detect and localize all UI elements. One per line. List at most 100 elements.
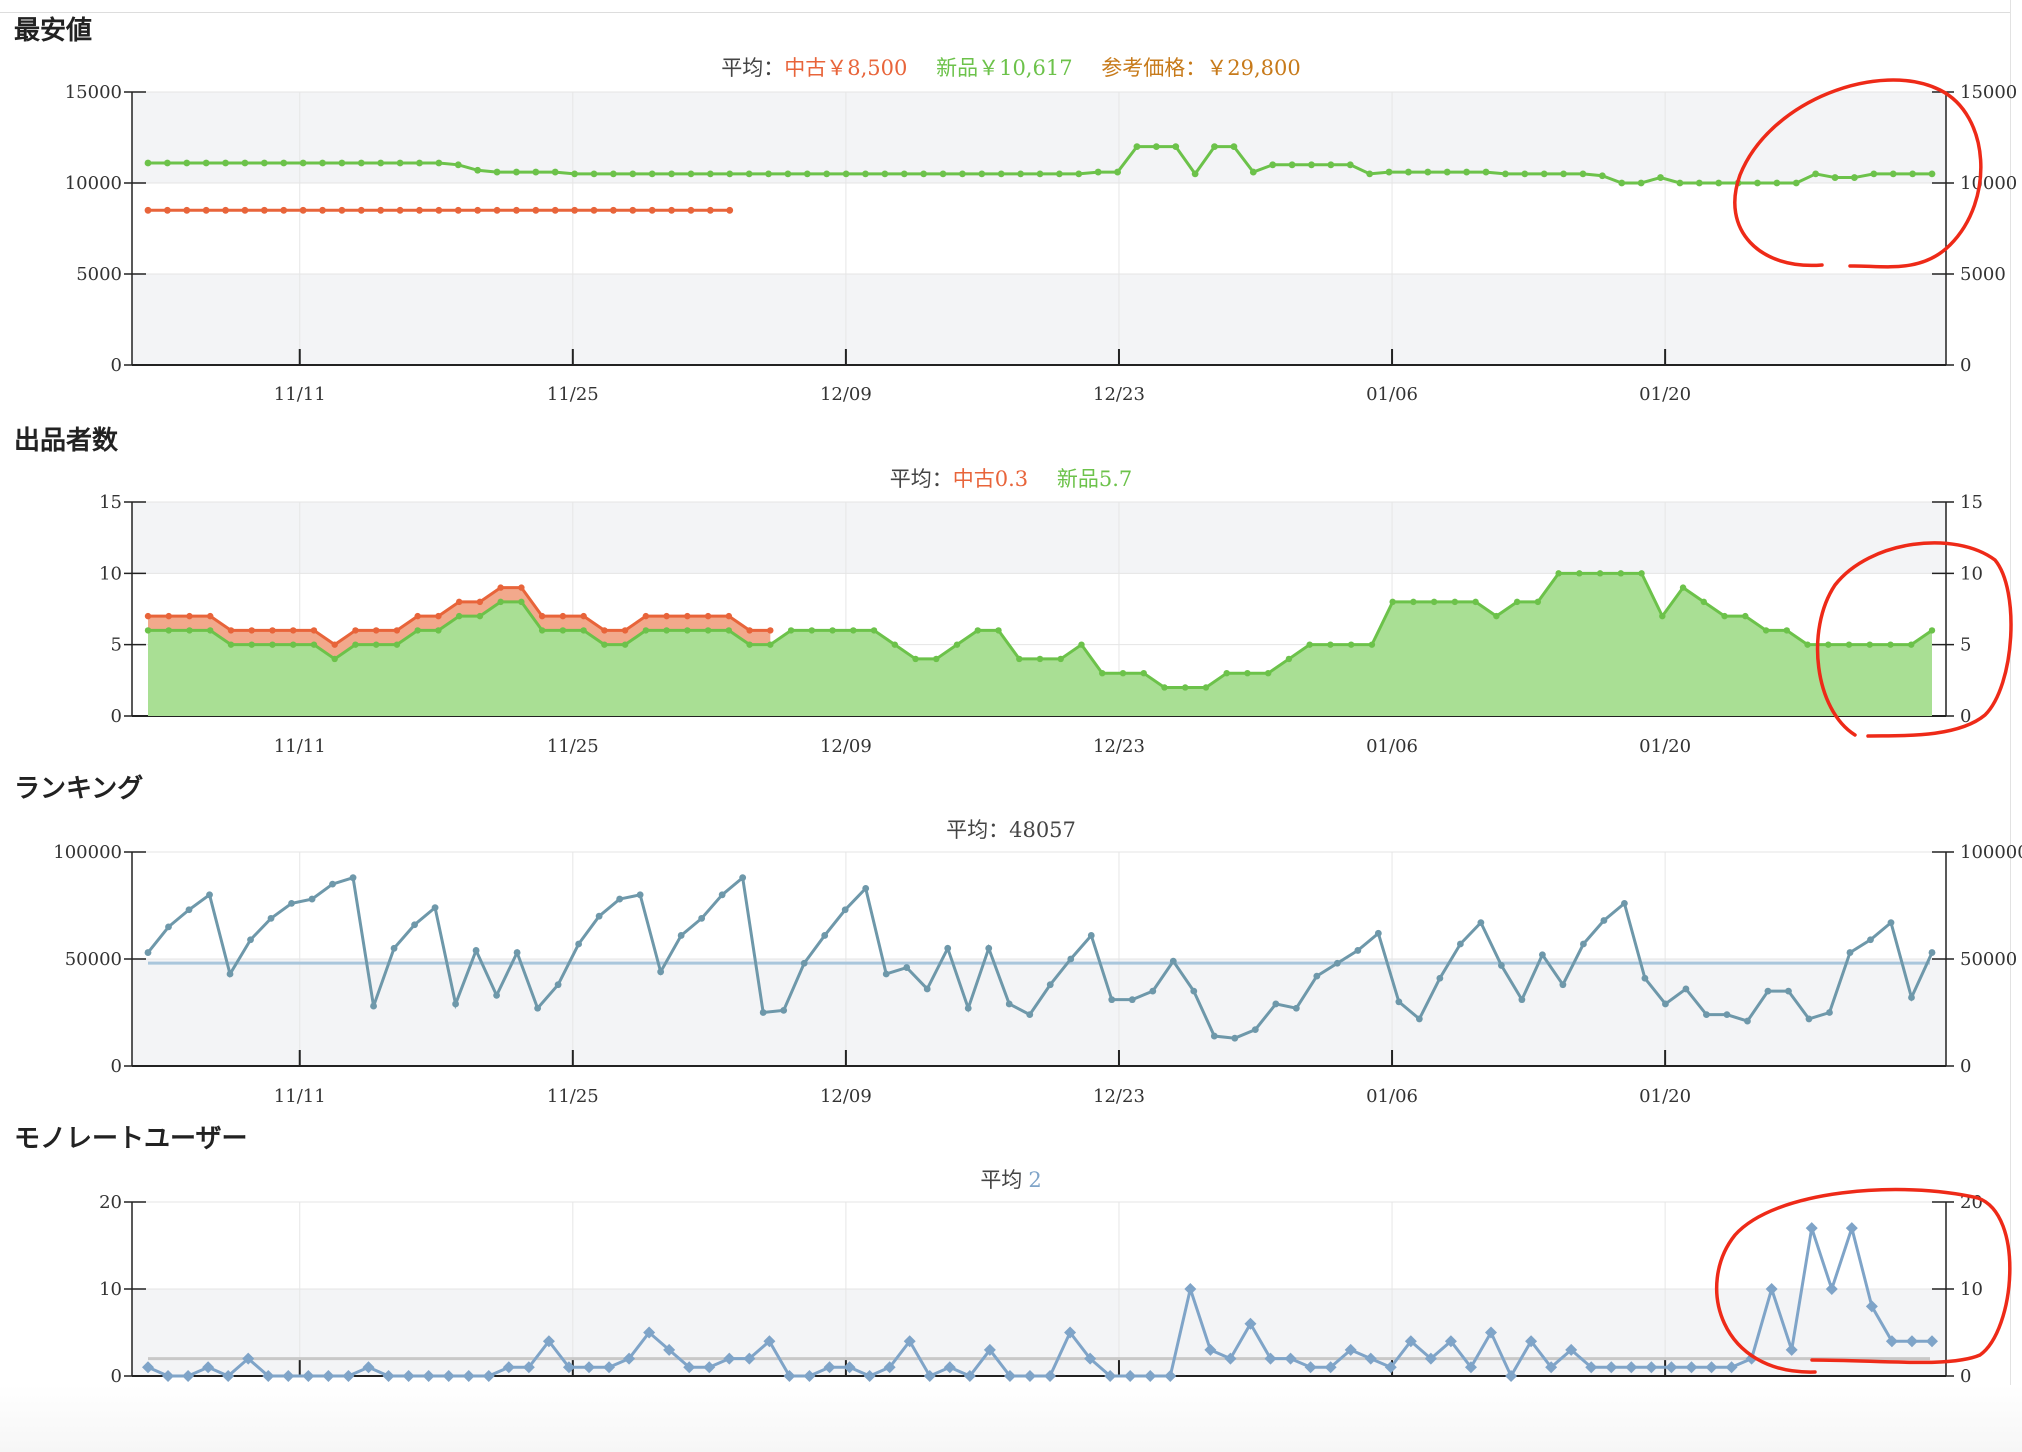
sellers-used-point xyxy=(248,627,255,634)
sellers-new-point xyxy=(1182,684,1189,691)
sellers-avg-new: 新品5.7 xyxy=(1056,467,1133,491)
users-point xyxy=(1485,1326,1498,1339)
sellers-new-point xyxy=(933,655,940,663)
users-point xyxy=(1204,1343,1217,1356)
sellers-new-point xyxy=(290,641,297,648)
sellers-new-point xyxy=(746,641,753,648)
users-point xyxy=(1605,1361,1618,1374)
price-point xyxy=(1851,174,1858,181)
price-point xyxy=(241,159,249,167)
price-point xyxy=(648,206,656,214)
sellers-new-point xyxy=(829,627,836,634)
ranking-point xyxy=(1764,987,1772,995)
ranking-ytick-label-right: 0 xyxy=(1960,1056,1971,1077)
price-ytick-label-right: 10000 xyxy=(1960,173,2017,194)
users-point xyxy=(943,1361,956,1374)
sellers-new-point xyxy=(1451,598,1459,606)
users-point xyxy=(1044,1370,1057,1382)
ranking-chart: 0 0 50000 50000 100000 100000 11/11 11/25 12/09 1… xyxy=(53,842,2022,1107)
price-point xyxy=(1249,168,1257,176)
ranking-point xyxy=(1087,932,1095,939)
sellers-ytick-label-left: 5 xyxy=(111,635,122,656)
sellers-used-point xyxy=(476,598,484,606)
right-divider xyxy=(2010,0,2011,1452)
price-ytick-label-left: 5000 xyxy=(76,264,122,285)
price-xtick-label: 12/23 xyxy=(1093,384,1145,405)
ranking-point xyxy=(985,944,993,952)
ranking-point xyxy=(411,921,418,929)
users-ytick-label-right: 10 xyxy=(1960,1279,1983,1300)
ranking-point xyxy=(1538,951,1546,959)
users-point xyxy=(1364,1352,1377,1365)
sellers-new-point xyxy=(1202,684,1210,691)
users-point xyxy=(783,1370,796,1382)
users-point xyxy=(843,1361,856,1374)
ranking-point xyxy=(1067,955,1075,963)
price-point xyxy=(1405,168,1412,176)
price-xtick-label: 01/06 xyxy=(1366,384,1418,405)
price-point xyxy=(1075,170,1083,178)
price-point xyxy=(939,170,947,178)
sellers-new-point xyxy=(1036,655,1044,663)
users-point xyxy=(763,1335,776,1348)
price-point xyxy=(629,170,637,178)
users-point xyxy=(923,1370,936,1382)
sellers-used-point xyxy=(746,627,753,634)
users-point xyxy=(1144,1370,1157,1382)
price-point xyxy=(454,206,462,214)
ranking-point xyxy=(1046,981,1054,989)
sellers-xtick-label: 01/06 xyxy=(1366,736,1418,757)
users-point xyxy=(963,1370,976,1382)
sellers-new-point xyxy=(165,627,172,634)
sellers-new-point xyxy=(704,627,712,634)
price-average-legend: 平均：中古￥8,500 新品￥10,617 参考価格：￥29,800 xyxy=(0,52,2022,82)
sellers-ytick-label-right: 5 xyxy=(1960,635,1971,656)
bottom-fade xyxy=(0,1385,2022,1452)
users-point xyxy=(1224,1352,1237,1365)
price-point xyxy=(163,206,171,214)
sellers-new-point xyxy=(995,627,1002,634)
users-point xyxy=(883,1361,896,1374)
price-point xyxy=(862,170,869,178)
sellers-ytick-label-right: 0 xyxy=(1960,706,1971,727)
sellers-new-point xyxy=(207,627,214,634)
sellers-new-point xyxy=(227,641,235,648)
sellers-new-point xyxy=(1555,570,1562,577)
sellers-band-0 xyxy=(132,502,1946,574)
price-ytick-label-left: 10000 xyxy=(65,173,122,194)
price-point xyxy=(1463,168,1471,176)
sellers-used-point xyxy=(642,612,650,620)
sellers-new-point xyxy=(1140,670,1147,677)
price-point xyxy=(1172,143,1180,150)
price-point xyxy=(959,170,966,178)
ranking-point xyxy=(308,895,316,903)
users-point xyxy=(1645,1361,1658,1374)
ranking-xtick-label: 11/11 xyxy=(274,1086,326,1107)
users-point xyxy=(683,1361,696,1374)
users-point xyxy=(1885,1335,1898,1348)
ranking-point xyxy=(923,985,931,993)
ranking-point xyxy=(349,874,357,882)
users-point xyxy=(1665,1361,1678,1374)
sellers-used-point xyxy=(663,612,670,620)
sellers-used-point xyxy=(684,612,691,620)
sellers-new-point xyxy=(393,641,401,648)
price-point xyxy=(222,206,229,214)
users-section-title: モノレートユーザー xyxy=(14,1124,248,1154)
users-point xyxy=(142,1361,154,1374)
price-point xyxy=(1385,168,1393,176)
users-point xyxy=(1785,1343,1798,1356)
ranking-point xyxy=(247,936,254,944)
sellers-new-point xyxy=(1430,598,1438,606)
ranking-xtick-label: 01/06 xyxy=(1366,1086,1418,1107)
price-point xyxy=(1560,170,1567,178)
sellers-ytick-label-left: 10 xyxy=(99,563,122,584)
price-point xyxy=(435,206,443,214)
ranking-point xyxy=(1846,949,1854,956)
ranking-point xyxy=(431,904,439,912)
sellers-used-point xyxy=(518,584,525,591)
users-point xyxy=(1304,1361,1317,1374)
sellers-new-point xyxy=(1264,670,1272,677)
price-xtick-label: 11/11 xyxy=(274,384,326,405)
sellers-used-point xyxy=(227,627,235,634)
